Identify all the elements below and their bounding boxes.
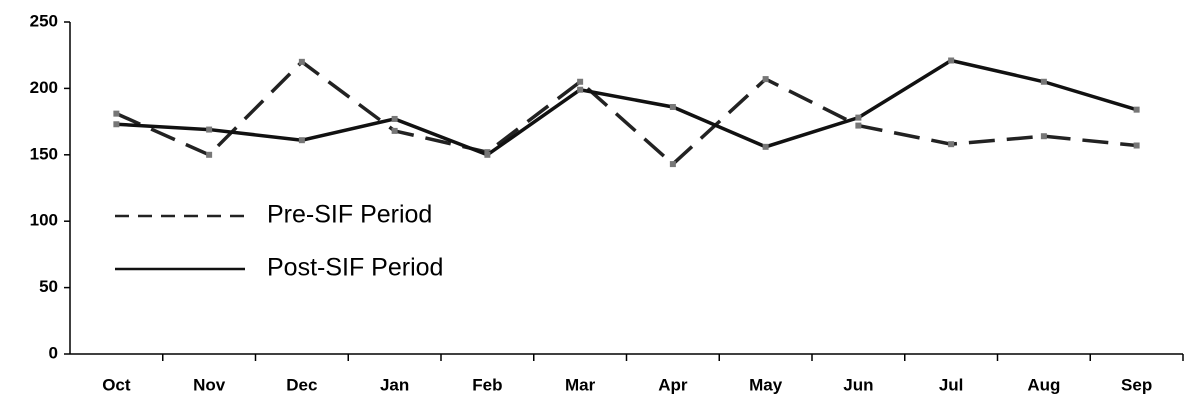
y-tick-label: 0 — [49, 343, 58, 362]
point-marker — [113, 110, 120, 117]
series-line — [115, 59, 1137, 167]
x-tick-label: Oct — [102, 375, 131, 394]
x-tick-label: Feb — [472, 375, 502, 394]
point-marker — [948, 57, 955, 64]
y-tick-label: 100 — [30, 211, 58, 230]
legend-label: Post-SIF Period — [267, 254, 443, 282]
point-marker — [391, 127, 398, 134]
point-marker — [577, 78, 584, 85]
y-tick-label: 200 — [30, 78, 58, 97]
x-tick-label: Jul — [939, 375, 964, 394]
x-tick-label: Apr — [658, 375, 688, 394]
series-line — [116, 58, 1138, 157]
y-tick-label: 150 — [30, 144, 58, 163]
point-marker — [298, 137, 305, 144]
x-tick-label: Jan — [380, 375, 409, 394]
point-marker — [484, 151, 491, 158]
point-marker — [669, 103, 676, 110]
point-marker — [1133, 142, 1140, 149]
x-tick-label: May — [749, 375, 783, 394]
point-marker — [206, 151, 213, 158]
y-tick-label: 250 — [30, 11, 58, 30]
point-marker — [298, 58, 305, 65]
point-marker — [669, 161, 676, 168]
x-tick-label: Mar — [565, 375, 596, 394]
x-tick-label: Nov — [193, 375, 226, 394]
point-marker — [1133, 106, 1140, 113]
point-marker — [113, 121, 120, 128]
x-tick-label: Aug — [1027, 375, 1060, 394]
point-marker — [762, 76, 769, 83]
x-tick-label: Dec — [286, 375, 317, 394]
point-marker — [391, 115, 398, 122]
y-tick-label: 50 — [39, 277, 58, 296]
point-marker — [577, 86, 584, 93]
point-marker — [1040, 78, 1047, 85]
point-marker — [948, 141, 955, 148]
point-marker — [206, 126, 213, 133]
point-marker — [1040, 133, 1047, 140]
x-tick-label: Jun — [843, 375, 873, 394]
point-marker — [855, 114, 862, 121]
legend-label: Pre-SIF Period — [267, 201, 432, 229]
point-marker — [762, 143, 769, 150]
point-marker — [855, 122, 862, 129]
x-tick-label: Sep — [1121, 375, 1152, 394]
